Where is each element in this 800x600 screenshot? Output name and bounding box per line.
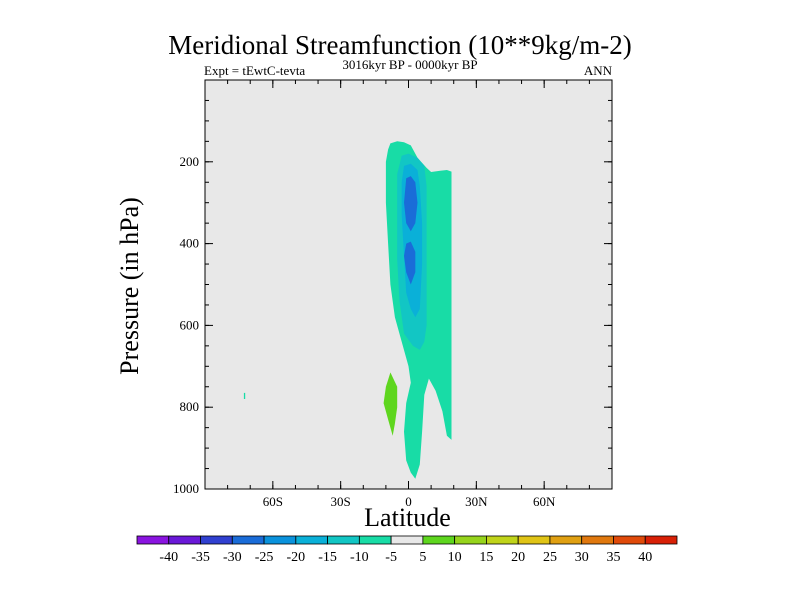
contour-regions bbox=[243, 141, 452, 479]
contour-region-4 bbox=[404, 176, 418, 232]
x-tick-label: 30S bbox=[331, 494, 351, 509]
colorbar-box bbox=[422, 535, 456, 545]
colorbar-box bbox=[136, 535, 170, 545]
colorbar-box bbox=[644, 535, 678, 545]
colorbar-box bbox=[517, 535, 551, 545]
y-tick-label: 800 bbox=[180, 399, 200, 414]
colorbar-box bbox=[613, 535, 646, 545]
y-tick-label: 200 bbox=[180, 154, 200, 169]
x-axis-label: Latitude bbox=[364, 503, 451, 532]
y-tick-label: 600 bbox=[180, 317, 200, 332]
colorbar-label: -5 bbox=[385, 550, 397, 565]
colorbar-box bbox=[454, 535, 487, 545]
contour-region-7 bbox=[243, 392, 246, 399]
contour-region-5 bbox=[404, 241, 416, 285]
colorbar-label: 10 bbox=[448, 550, 462, 565]
colorbar-label: 40 bbox=[638, 550, 652, 565]
colorbar-box bbox=[390, 535, 424, 545]
y-tick-label: 1000 bbox=[173, 481, 199, 496]
colorbar-label: -25 bbox=[255, 550, 274, 565]
colorbar-box bbox=[327, 535, 360, 545]
colorbar-label: 30 bbox=[575, 550, 589, 565]
colorbar-box bbox=[168, 535, 201, 545]
x-tick-label: 60S bbox=[263, 494, 283, 509]
colorbar-box bbox=[231, 535, 265, 545]
colorbar-label: -35 bbox=[191, 550, 210, 565]
colorbar-label: 35 bbox=[606, 550, 620, 565]
x-tick-label: 0 bbox=[405, 494, 412, 509]
colorbar-label: 25 bbox=[543, 550, 557, 565]
colorbar-box bbox=[295, 535, 328, 545]
colorbar-label: -40 bbox=[159, 550, 178, 565]
colorbar-box bbox=[486, 535, 519, 545]
chart-title: Meridional Streamfunction (10**9kg/m-2) bbox=[168, 30, 632, 60]
colorbar-label: 5 bbox=[419, 550, 426, 565]
colorbar-box bbox=[549, 535, 583, 545]
colorbar-label: -15 bbox=[318, 550, 337, 565]
y-tick-label: 400 bbox=[180, 236, 200, 251]
colorbar-label: 15 bbox=[479, 550, 493, 565]
season-label: ANN bbox=[583, 63, 612, 78]
colorbar-box bbox=[200, 535, 233, 545]
colorbar-label: -30 bbox=[223, 550, 242, 565]
colorbar-box bbox=[581, 535, 614, 545]
colorbar-label: 20 bbox=[511, 550, 525, 565]
colorbar-label: -20 bbox=[286, 550, 305, 565]
colorbar-box bbox=[358, 535, 392, 545]
chart-subtitle: 3016kyr BP - 0000kyr BP bbox=[342, 57, 478, 72]
axes: 60S 30S 0 30N 60N 200 400 600 800 1000 bbox=[173, 79, 613, 509]
colorbar: -40 -35 -30 -25 -20 -15 -10 -5 5 10 15 20 25 30 35 40 bbox=[136, 535, 678, 565]
experiment-label: Expt = tEwtC-tevta bbox=[204, 63, 306, 78]
colorbar-label: -10 bbox=[350, 550, 369, 565]
x-tick-label: 60N bbox=[533, 494, 556, 509]
contour-region-6 bbox=[383, 372, 398, 436]
x-tick-label: 30N bbox=[465, 494, 488, 509]
colorbar-box bbox=[263, 535, 297, 545]
